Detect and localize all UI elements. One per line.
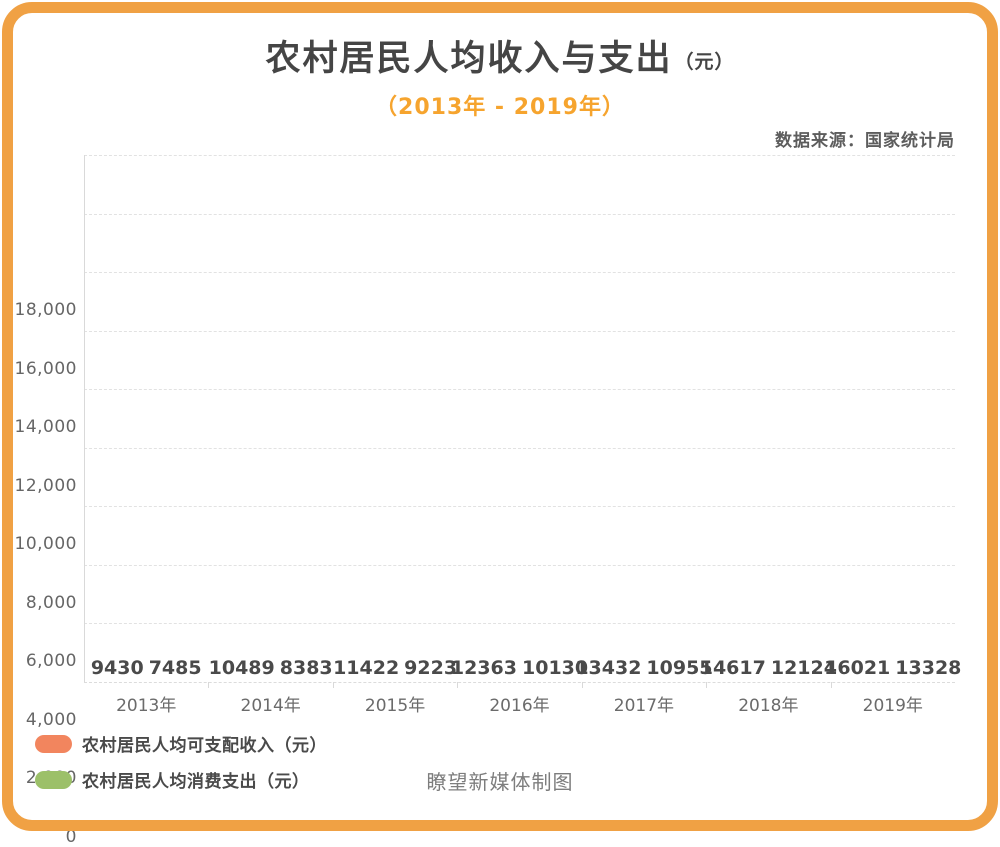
legend-item-label: 农村居民人均可支配收入（元） — [82, 736, 327, 756]
gridline — [84, 623, 955, 625]
y-tick-label: 12,000 — [14, 475, 77, 496]
income-value-label: 13432 — [575, 657, 642, 679]
value-label-group-2018: 14617 12124 — [700, 657, 837, 679]
expense-series-swatch-icon — [35, 770, 72, 789]
y-tick-label: 14,000 — [14, 417, 77, 438]
gridline — [84, 564, 955, 566]
income-value-label: 16021 — [824, 657, 891, 679]
value-label-group-2016: 12363 10130 — [451, 657, 588, 679]
x-tick-label: 2018年 — [738, 696, 799, 716]
x-tick-label: 2014年 — [240, 696, 301, 716]
x-axis-tick — [332, 682, 334, 688]
expense-value-label: 13328 — [895, 657, 962, 679]
income-series-swatch-icon — [35, 734, 72, 753]
expense-value-label: 10955 — [646, 657, 713, 679]
page-subtitle: （2013年 - 2019年） — [375, 95, 625, 120]
legend-item-expense: 农村居民人均消费支出（元） — [35, 767, 327, 792]
y-tick-label: 18,000 — [14, 300, 77, 320]
value-label-group-2019: 16021 13328 — [824, 657, 961, 679]
value-label-group-2014: 10489 8383 — [209, 657, 333, 679]
y-tick-label: 16,000 — [14, 358, 77, 379]
x-axis-tick — [581, 682, 583, 688]
gridline — [84, 506, 955, 508]
expense-value-label: 12124 — [770, 657, 837, 679]
plot-area: 18,000 16,000 14,000 12,000 10,000 8,000… — [15, 155, 961, 847]
value-label-group-2017: 13432 10955 — [575, 657, 712, 679]
page-title-unit: （元） — [674, 51, 735, 73]
y-tick-label: 10,000 — [14, 534, 77, 555]
chart-legend: 农村居民人均可支配收入（元） 农村居民人均消费支出（元） — [35, 731, 327, 792]
page-title-main: 农村居民人均收入与支出 — [265, 39, 673, 79]
x-axis-tick — [830, 682, 832, 688]
expense-value-label: 7485 — [148, 657, 202, 679]
gridline — [84, 389, 955, 391]
gridline — [84, 330, 955, 332]
x-tick-label: 2017年 — [613, 696, 675, 716]
expense-value-label: 8383 — [279, 657, 333, 679]
legend-item-label: 农村居民人均消费支出（元） — [82, 772, 310, 792]
y-tick-label: 4,000 — [25, 709, 77, 730]
expense-value-label: 10130 — [522, 657, 589, 679]
y-tick-label: 0 — [65, 827, 77, 847]
expense-value-label: 9223 — [404, 657, 458, 679]
income-value-label: 9430 — [90, 657, 144, 679]
gridline — [84, 213, 955, 215]
x-tick-label: 2019年 — [862, 696, 923, 716]
credit-label: 瞭望新媒体制图 — [426, 770, 574, 794]
x-axis-tick — [706, 682, 708, 688]
legend-item-income: 农村居民人均可支配收入（元） — [35, 731, 327, 756]
data-source-label: 数据来源：国家统计局 — [775, 131, 955, 151]
x-axis-tick — [457, 682, 459, 688]
gridline — [84, 155, 955, 156]
income-value-label: 11422 — [333, 657, 400, 679]
x-tick-label: 2016年 — [489, 696, 550, 716]
y-axis-line — [84, 155, 85, 682]
y-tick-label: 6,000 — [25, 651, 77, 672]
gridline — [84, 272, 955, 274]
income-value-label: 10489 — [208, 657, 275, 679]
value-label-group-2013: 9430 7485 — [91, 657, 202, 679]
x-tick-label: 2013年 — [116, 696, 177, 716]
y-tick-label: 8,000 — [25, 592, 77, 613]
x-tick-label: 2015年 — [364, 696, 426, 716]
page-title: 农村居民人均收入与支出 （元） — [0, 42, 1000, 77]
income-value-label: 12363 — [450, 657, 517, 679]
x-axis-tick — [208, 682, 210, 688]
income-value-label: 14617 — [699, 657, 766, 679]
gridline — [84, 447, 955, 449]
value-label-group-2015: 11422 9223 — [333, 657, 457, 679]
x-axis-baseline — [84, 682, 955, 683]
